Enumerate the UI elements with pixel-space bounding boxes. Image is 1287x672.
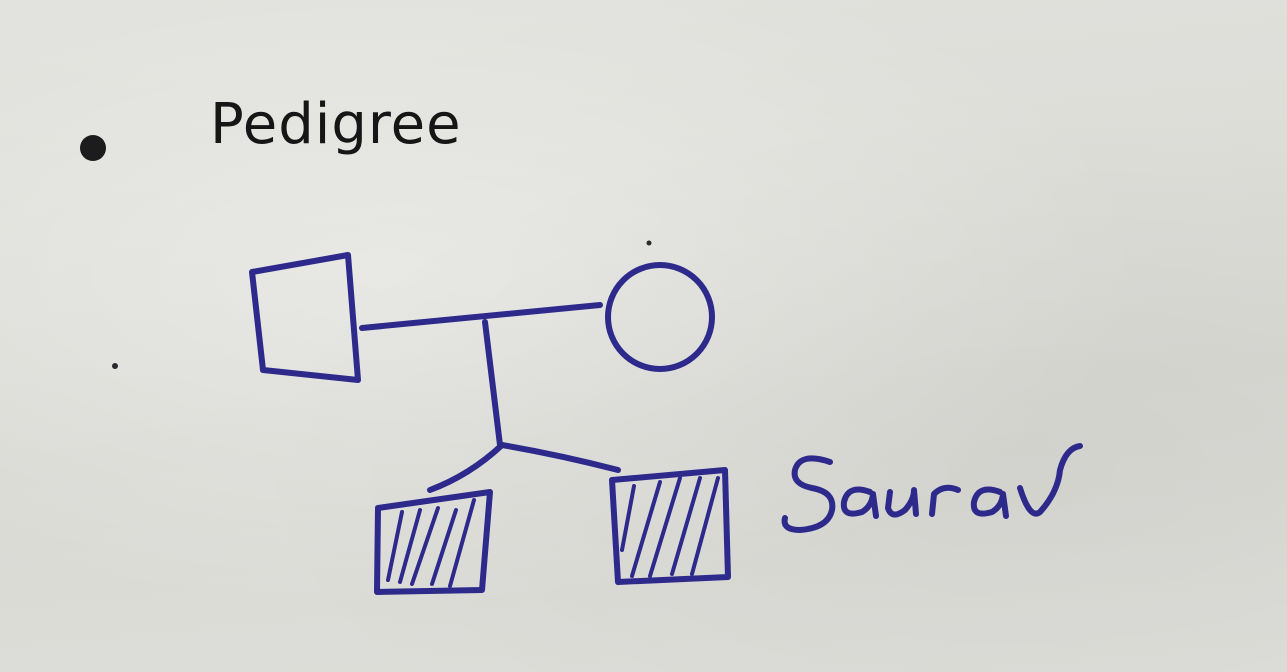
child-2-affected-square <box>609 467 731 585</box>
page-heading: Pedigree <box>210 92 462 157</box>
paper-speck <box>646 240 652 246</box>
child-1-affected-square <box>374 489 493 595</box>
marriage-line <box>359 302 603 331</box>
mother-circle <box>605 262 715 372</box>
paper-speck <box>112 363 118 369</box>
sibship-line-right <box>499 442 621 473</box>
bullet-point <box>80 135 106 161</box>
sibship-line-left <box>427 442 505 493</box>
handwritten-name-signature <box>781 443 1083 533</box>
father-square <box>249 252 361 383</box>
descent-line <box>482 319 503 448</box>
